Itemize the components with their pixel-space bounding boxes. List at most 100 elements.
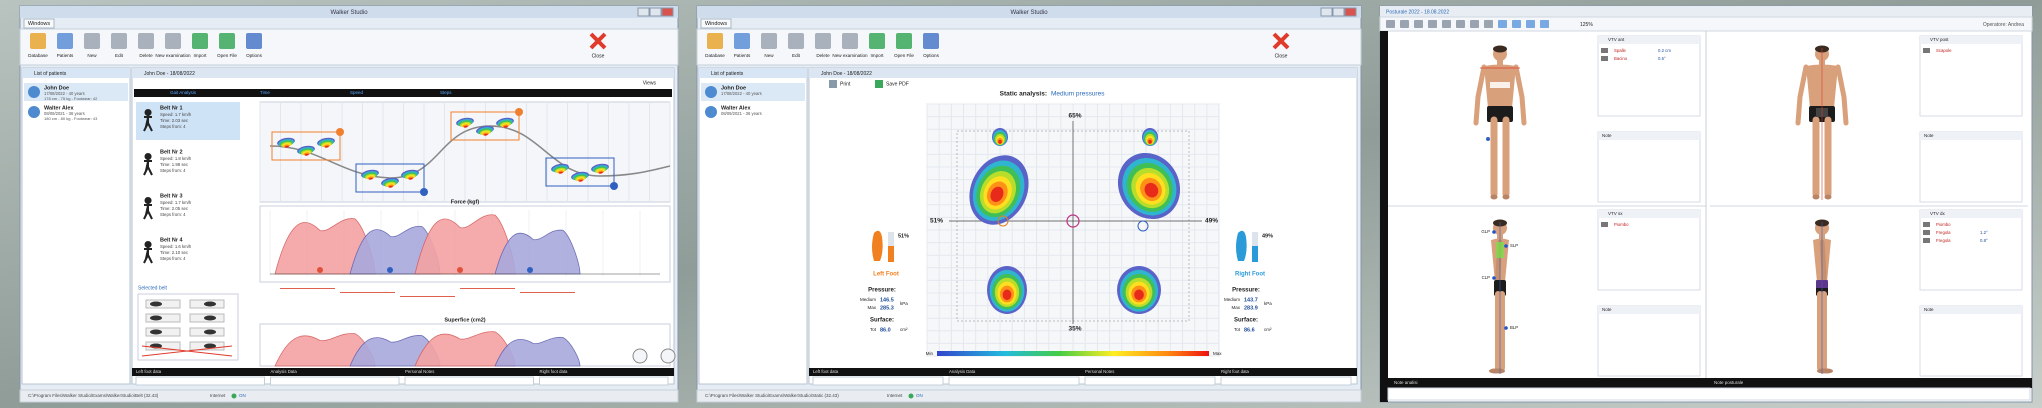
max-label: Max xyxy=(867,305,876,310)
belt-name: Belt Nr 4 xyxy=(160,237,184,243)
pressure-label: Pressure: xyxy=(1232,288,1260,294)
pressure-zone xyxy=(998,139,1002,144)
neck xyxy=(1497,60,1503,65)
window-button xyxy=(637,7,650,17)
measure-table xyxy=(1919,35,2023,117)
toolbar-label: Delete xyxy=(139,53,153,58)
row-icon xyxy=(1923,222,1930,227)
pressure-zone xyxy=(990,186,1004,202)
patient-info: 08/09/2021 - 36 years xyxy=(44,111,85,116)
foot xyxy=(1490,194,1498,200)
belt-info: Time: 2.05 sec xyxy=(160,206,189,211)
tool-icon xyxy=(829,80,837,88)
arm xyxy=(1835,64,1849,126)
tot-label: Tot xyxy=(870,327,877,332)
foot-percent: 51% xyxy=(898,233,909,239)
exam-tab: John Doe - 18/08/2022 xyxy=(144,71,195,77)
arm xyxy=(1513,64,1527,126)
bottom-tab-field xyxy=(948,376,1080,386)
bottom-tab: Personal Notes xyxy=(405,369,434,374)
row-value: 0.5° xyxy=(1658,56,1666,61)
phase-bar xyxy=(520,292,575,293)
toolbar-icon xyxy=(246,33,262,49)
patient-name: John Doe xyxy=(721,85,746,91)
window-button xyxy=(661,7,674,17)
patient-name: John Doe xyxy=(44,85,69,91)
step-print xyxy=(150,301,162,307)
pressure-zone xyxy=(1002,289,1012,301)
gait-window: Walker Studio Windows Database Patients New E… xyxy=(19,5,679,403)
pressure-zone xyxy=(324,145,329,148)
foot-icon xyxy=(872,230,883,261)
row-label: Bacino xyxy=(1614,56,1628,61)
patient-info: 178 cm - 75 kg - Footwear: 42 xyxy=(44,96,98,101)
pressure-zone xyxy=(408,177,413,180)
row-icon xyxy=(1923,230,1930,235)
patient-avatar xyxy=(705,86,717,98)
chart-title: Static analysis: xyxy=(1000,91,1047,98)
surface-unit: cm² xyxy=(1264,327,1272,332)
bottom-tab-field xyxy=(812,376,944,386)
bottom-tab-field xyxy=(1084,376,1216,386)
walker-icon xyxy=(143,197,153,220)
selected-belt xyxy=(136,102,240,140)
zoom-button[interactable] xyxy=(632,348,648,364)
step-print xyxy=(150,315,162,321)
medium-value: 146.5 xyxy=(880,297,894,303)
foot xyxy=(1812,194,1820,200)
phase-bar xyxy=(460,288,515,289)
arm xyxy=(1473,64,1487,126)
internet-dot xyxy=(231,393,237,399)
row-label: Fregola xyxy=(1936,230,1951,235)
internet-state: ON xyxy=(239,393,246,398)
row-value: 0.8° xyxy=(1980,238,1988,243)
info-bar-item: Steps xyxy=(440,90,452,95)
operator: Operatore: Andrea xyxy=(1983,22,2024,28)
measure-header xyxy=(1920,36,2022,44)
toolbar-label: Database xyxy=(28,53,48,58)
step-box xyxy=(450,111,520,141)
surface-label: Surface: xyxy=(1234,318,1258,324)
bottom-tab-field xyxy=(1220,376,1352,386)
belt-info: Speed: 1.7 km/h xyxy=(160,200,192,205)
window-button xyxy=(649,7,662,17)
max-label: Max xyxy=(1231,305,1240,310)
side-strip xyxy=(1380,31,1388,402)
marker xyxy=(1504,326,1508,330)
sidebar-header xyxy=(699,68,807,78)
toolbar-label: Options xyxy=(923,53,940,58)
notes-header xyxy=(1920,132,2022,140)
window-button xyxy=(1344,7,1357,17)
title-bar xyxy=(20,6,678,18)
static-window: Walker Studio Windows Database Patients New E… xyxy=(696,5,1362,403)
toolbar-label: Patients xyxy=(57,53,74,58)
toolbar-icon xyxy=(165,33,181,49)
bottom-tab: Right foot data xyxy=(540,369,569,374)
sidebar-header xyxy=(22,68,130,78)
belt-info: Time: 1.98 sec xyxy=(160,162,189,167)
belt-name: Belt Nr 3 xyxy=(160,193,183,199)
toolbar-icon xyxy=(869,33,885,49)
marker xyxy=(1492,276,1496,280)
pressure-zone xyxy=(1134,289,1144,301)
patient-info: 08/09/2021 - 36 years xyxy=(721,111,762,116)
left-percent: 51% xyxy=(930,218,943,225)
patient-avatar xyxy=(28,86,40,98)
zoom-button[interactable] xyxy=(660,348,676,364)
step-badge xyxy=(420,188,428,196)
foot-percent: 49% xyxy=(1262,233,1273,239)
window-title: Walker Studio xyxy=(330,10,368,16)
measure-header xyxy=(1598,36,1700,44)
bottom-label: Note analisi xyxy=(1394,380,1418,385)
toolbar-icon xyxy=(219,33,235,49)
belt-name: Belt Nr 1 xyxy=(160,105,183,111)
phase-bar xyxy=(400,296,455,297)
step-thumb xyxy=(145,313,181,323)
notes-header xyxy=(1920,306,2022,314)
toolbar-label: Edit xyxy=(115,53,124,58)
load-bar xyxy=(888,246,894,262)
internet-label: Internet xyxy=(887,393,903,398)
load-bar xyxy=(1252,246,1258,262)
toolbar-icon xyxy=(707,33,723,49)
